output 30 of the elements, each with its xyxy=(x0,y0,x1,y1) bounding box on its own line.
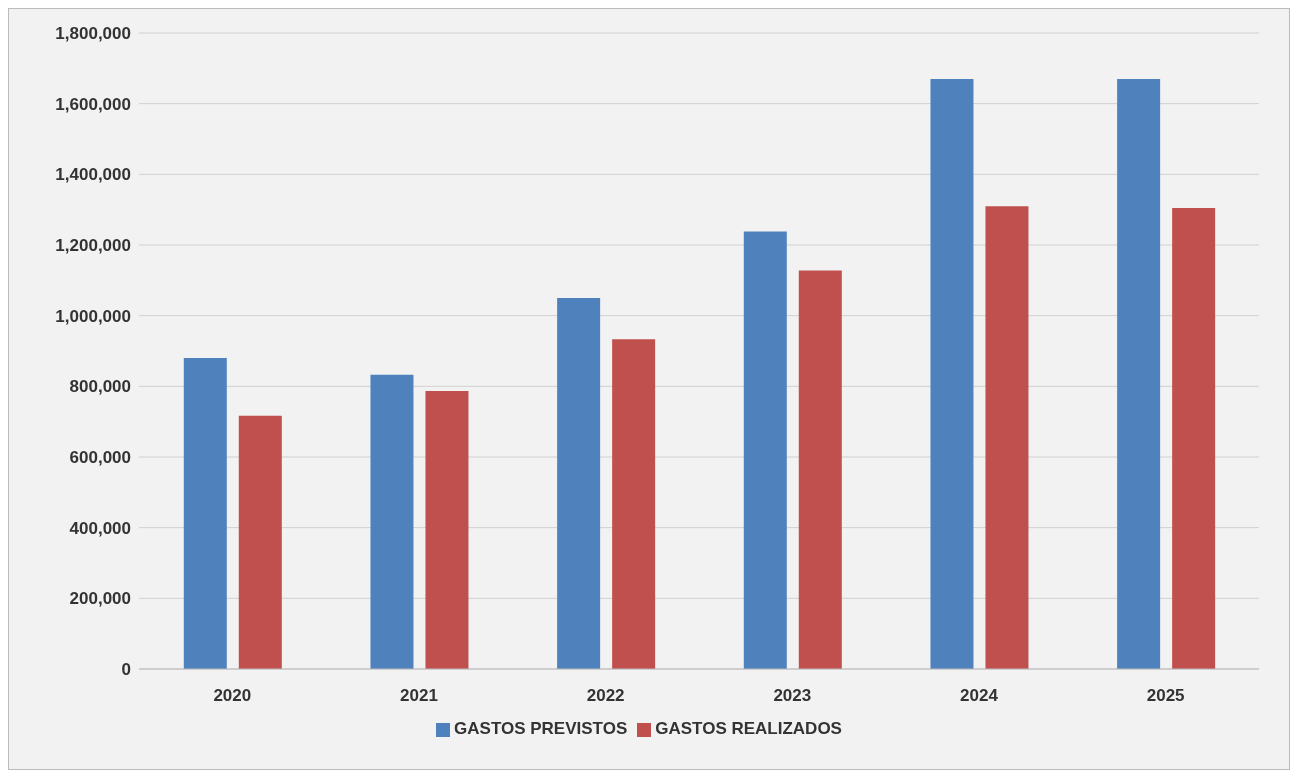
x-tick-label: 2023 xyxy=(773,686,812,706)
legend-label: GASTOS REALIZADOS xyxy=(655,719,842,738)
bar xyxy=(425,390,469,669)
bar xyxy=(985,206,1029,669)
bar xyxy=(1172,207,1216,669)
y-tick-label: 1,800,000 xyxy=(55,24,131,44)
legend-label: GASTOS PREVISTOS xyxy=(454,719,628,738)
y-tick-label: 400,000 xyxy=(69,518,131,538)
bar xyxy=(743,231,787,669)
bar xyxy=(1117,78,1161,669)
y-tick-label: 0 xyxy=(121,660,131,680)
x-tick-label: 2022 xyxy=(586,686,625,706)
bar xyxy=(798,270,842,669)
bar xyxy=(370,374,414,669)
x-tick-label: 2020 xyxy=(213,686,252,706)
y-tick-label: 600,000 xyxy=(69,448,131,468)
y-tick-label: 200,000 xyxy=(69,589,131,609)
bar xyxy=(557,298,601,669)
x-tick-label: 2025 xyxy=(1146,686,1185,706)
y-tick-label: 1,000,000 xyxy=(55,306,131,326)
bar xyxy=(238,415,282,669)
y-tick-label: 1,400,000 xyxy=(55,165,131,185)
y-tick-label: 1,200,000 xyxy=(55,236,131,256)
x-tick-label: 2024 xyxy=(960,686,999,706)
y-tick-label: 1,600,000 xyxy=(55,94,131,114)
y-tick-label: 800,000 xyxy=(69,377,131,397)
bar xyxy=(183,358,227,669)
x-tick-label: 2021 xyxy=(400,686,438,706)
bar xyxy=(612,339,656,669)
bar xyxy=(930,78,974,669)
